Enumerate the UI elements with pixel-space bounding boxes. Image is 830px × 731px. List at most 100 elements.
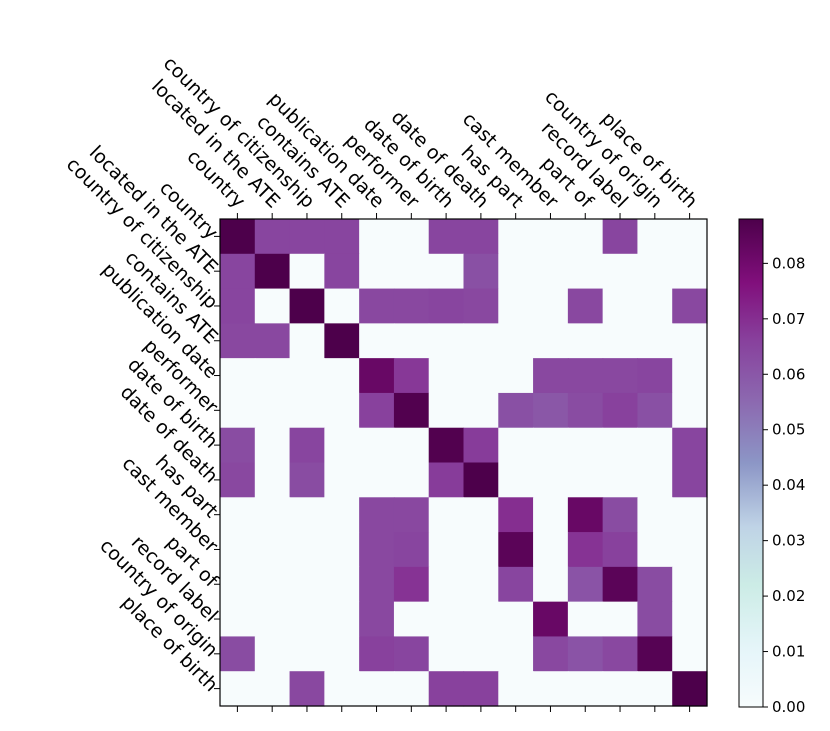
heatmap-cell [463,253,499,290]
heatmap-cell [220,288,256,324]
heatmap-cell [289,497,325,533]
heatmap-cell [393,601,430,638]
heatmap-cell [567,671,604,707]
heatmap-cell [498,427,534,464]
heatmap-cell [498,219,534,255]
heatmap-cell [324,601,360,638]
heatmap-cell [289,566,325,603]
heatmap-cell [533,532,569,568]
heatmap-cell [254,392,291,429]
heatmap-cell [533,323,569,359]
heatmap-cell [672,462,708,498]
heatmap-cell [428,532,465,568]
heatmap-cell [637,392,673,429]
heatmap-cell [533,671,569,707]
heatmap-cell [324,532,360,568]
heatmap-cell [498,288,534,324]
heatmap-cell [637,532,673,568]
heatmap-cell [324,462,360,498]
heatmap-cell [359,462,395,498]
heatmap-cell [289,323,325,359]
heatmap-cell [567,392,604,429]
heatmap-cell [289,462,325,498]
heatmap-cell [533,427,569,464]
heatmap-cell [393,358,430,394]
heatmap-cell [289,219,325,255]
heatmap-cell [220,253,256,290]
heatmap-cell [533,392,569,429]
heatmap-cell [324,288,360,324]
heatmap-cell [428,358,465,394]
heatmap-cell [602,392,639,429]
heatmap-cell [393,253,430,290]
heatmap-cell [463,358,499,394]
heatmap-cell [602,532,639,568]
heatmap-cell [672,497,708,533]
heatmap-cell [498,358,534,394]
heatmap-cell [359,358,395,394]
heatmap-cell [567,462,604,498]
heatmap-cell [359,636,395,672]
heatmap-cell [602,219,639,255]
heatmap-cell [289,288,325,324]
heatmap-cell [498,323,534,359]
heatmap-cell [533,636,569,672]
heatmap-cell [672,427,708,464]
heatmap-cell [289,358,325,394]
heatmap-cell [672,253,708,290]
heatmap-cell [602,636,639,672]
heatmap-cell [567,601,604,638]
heatmap-cell [672,566,708,603]
heatmap-cell [254,671,291,707]
heatmap-cell [254,462,291,498]
heatmap-cell [672,288,708,324]
heatmap-cell [220,497,256,533]
heatmap-cell [567,253,604,290]
heatmap-cell [498,392,534,429]
heatmap-cell [324,323,360,359]
heatmap-cell [289,601,325,638]
heatmap-cell [359,532,395,568]
heatmap-cell [324,671,360,707]
heatmap-cell [393,323,430,359]
heatmap-cell [428,671,465,707]
colorbar-tick-label: 0.00 [772,698,805,716]
heatmap-cell [567,427,604,464]
heatmap-cell [428,566,465,603]
heatmap-cell [637,497,673,533]
heatmap-cell [602,462,639,498]
heatmap-cell [254,566,291,603]
colorbar-tick-label: 0.02 [772,587,805,605]
heatmap-cell [533,253,569,290]
heatmap-cell [637,601,673,638]
heatmap-cell [567,358,604,394]
heatmap-cell [533,219,569,255]
colorbar-tick-label: 0.06 [772,365,805,383]
heatmap-cell [359,288,395,324]
heatmap-cell [637,219,673,255]
heatmap-cell [498,497,534,533]
heatmap-cell [220,358,256,394]
heatmap-cell [428,636,465,672]
heatmap-cell [428,427,465,464]
heatmap-cell [463,323,499,359]
heatmap-cell [672,601,708,638]
heatmap-cell [393,288,430,324]
heatmap-cell [602,671,639,707]
heatmap-cell [533,462,569,498]
colorbar-tick-label: 0.03 [772,532,805,550]
heatmap-cell [567,532,604,568]
heatmap-cell [359,427,395,464]
heatmap-cell [428,219,465,255]
heatmap-cell [498,601,534,638]
heatmap-cell [324,566,360,603]
heatmap-cell [567,288,604,324]
heatmap-cell [533,288,569,324]
heatmap-cell [498,671,534,707]
heatmap-cell [498,636,534,672]
colorbar-tick-label: 0.05 [772,421,805,439]
heatmap-cell [428,323,465,359]
heatmap-cell [254,288,291,324]
heatmap-cell [220,566,256,603]
